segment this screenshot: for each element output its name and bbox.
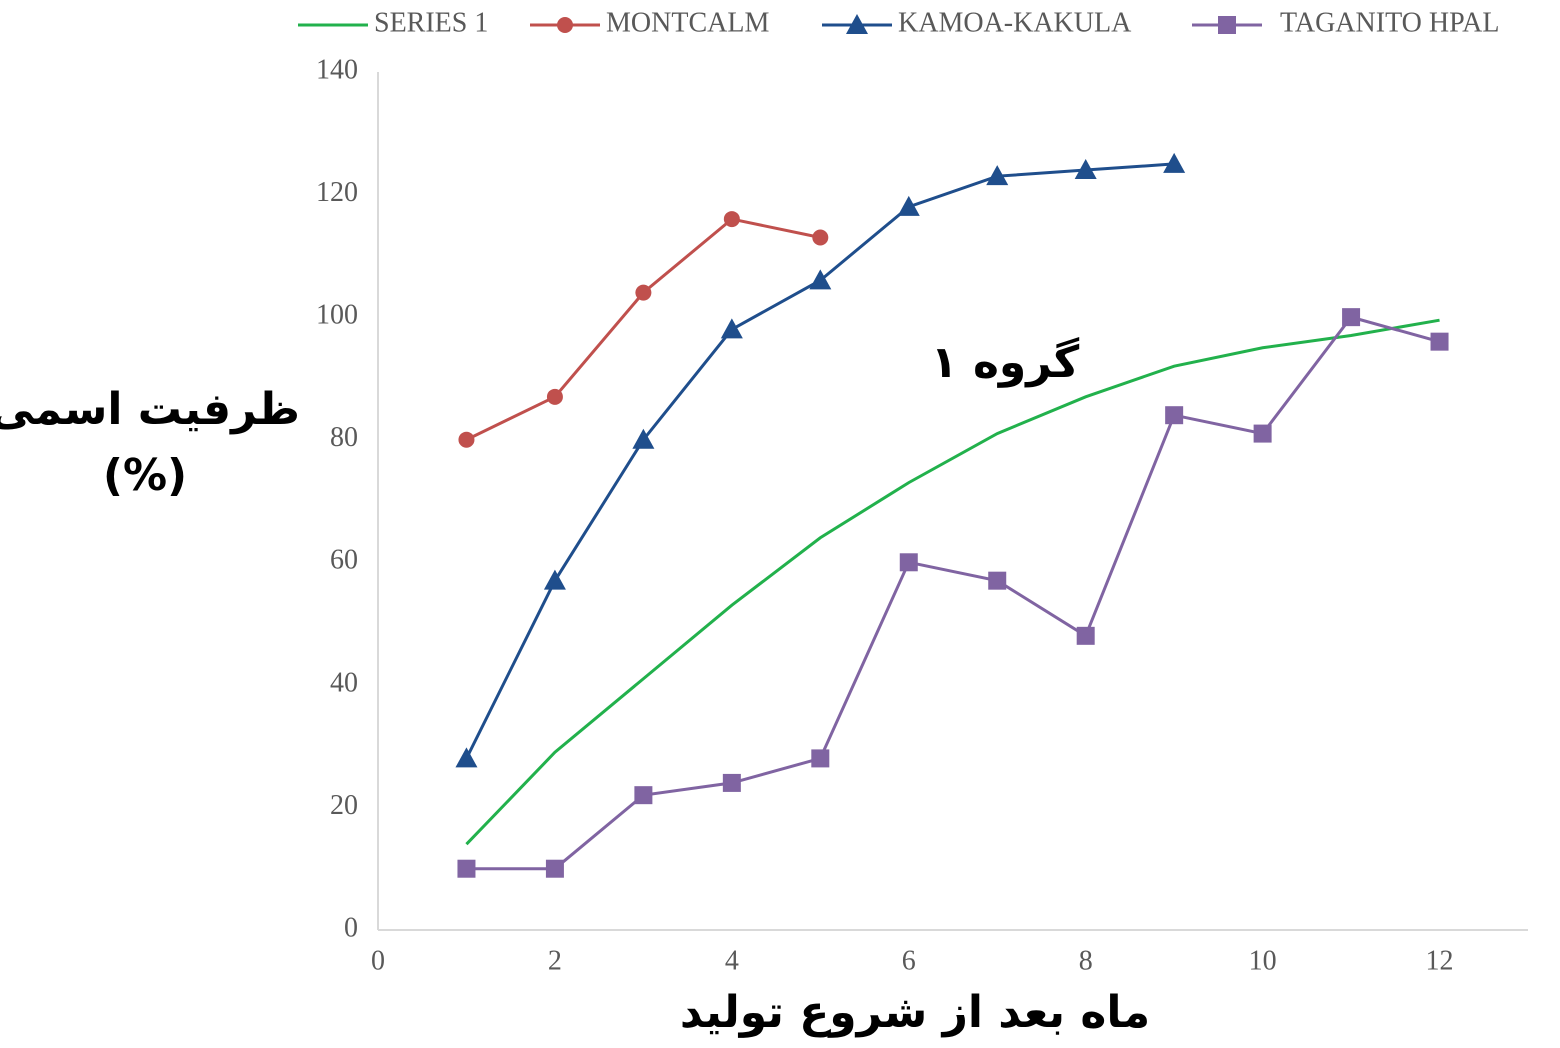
y-tick-label: 140 bbox=[316, 54, 358, 85]
marker bbox=[455, 747, 478, 768]
marker bbox=[545, 859, 564, 878]
marker bbox=[635, 284, 652, 301]
marker bbox=[811, 749, 830, 768]
x-tick-label: 6 bbox=[902, 945, 916, 976]
y-tick-label: 0 bbox=[344, 912, 358, 943]
y-tick-label: 20 bbox=[330, 790, 358, 821]
legend-marker bbox=[557, 17, 573, 33]
x-tick-label: 0 bbox=[371, 945, 385, 976]
marker bbox=[457, 859, 476, 878]
marker bbox=[897, 195, 920, 216]
x-tick-label: 4 bbox=[725, 945, 739, 976]
legend-label: TAGANITO HPAL bbox=[1280, 7, 1499, 38]
marker bbox=[723, 211, 740, 228]
marker bbox=[722, 773, 741, 792]
marker bbox=[543, 569, 566, 590]
y-axis-label: ظرفیت اسمی bbox=[0, 384, 300, 435]
series-line bbox=[465, 162, 1175, 760]
series-line bbox=[465, 318, 1440, 846]
marker bbox=[1163, 152, 1186, 173]
legend-label: SERIES 1 bbox=[374, 7, 488, 38]
legend-label: MONTCALM bbox=[606, 7, 769, 38]
annotation: گروه ۱ bbox=[931, 336, 1080, 388]
marker bbox=[1165, 406, 1184, 425]
marker bbox=[988, 571, 1007, 590]
marker bbox=[812, 229, 829, 246]
marker bbox=[632, 428, 655, 449]
marker bbox=[1076, 626, 1095, 645]
x-tick-label: 8 bbox=[1079, 945, 1093, 976]
marker bbox=[986, 165, 1009, 186]
marker bbox=[458, 431, 475, 448]
legend-marker bbox=[1218, 16, 1236, 34]
legend-marker bbox=[846, 14, 868, 34]
y-tick-label: 60 bbox=[330, 545, 358, 576]
marker bbox=[634, 786, 653, 805]
marker bbox=[1430, 332, 1449, 351]
series-line bbox=[465, 217, 821, 442]
y-tick-label: 100 bbox=[316, 300, 358, 331]
y-axis-label: (%) bbox=[103, 450, 187, 501]
x-axis-label: ماه بعد از شروع تولید bbox=[680, 987, 1150, 1038]
series-line bbox=[466, 315, 1440, 871]
legend-label: KAMOA-KAKULA bbox=[898, 7, 1132, 38]
x-tick-label: 12 bbox=[1426, 945, 1454, 976]
marker bbox=[1074, 159, 1097, 180]
marker bbox=[720, 318, 743, 339]
x-tick-label: 10 bbox=[1249, 945, 1277, 976]
marker bbox=[1253, 424, 1272, 443]
marker bbox=[1342, 308, 1361, 327]
x-tick-label: 2 bbox=[548, 945, 562, 976]
y-tick-label: 80 bbox=[330, 422, 358, 453]
y-tick-label: 40 bbox=[330, 667, 358, 698]
y-tick-label: 120 bbox=[316, 177, 358, 208]
marker bbox=[809, 269, 832, 290]
marker bbox=[546, 388, 563, 405]
marker bbox=[899, 553, 918, 572]
